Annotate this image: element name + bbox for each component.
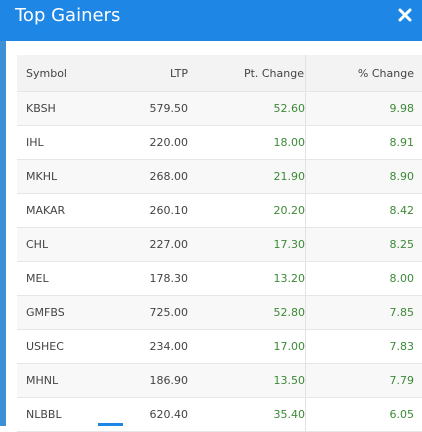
cell-pt-change: 13.50	[188, 364, 306, 398]
cell-pt-change: 35.40	[188, 398, 306, 432]
cell-pct-change: 7.79	[306, 364, 422, 398]
cell-symbol: MHNL	[17, 364, 115, 398]
cell-pt-change: 21.90	[188, 160, 306, 194]
column-header-pt-change[interactable]: Pt. Change	[188, 55, 306, 92]
table-row[interactable]: KBSH 579.50 52.60 9.98	[17, 92, 422, 126]
cell-symbol: KBSH	[17, 92, 115, 126]
cell-pct-change: 8.42	[306, 194, 422, 228]
modal-title: Top Gainers	[15, 6, 120, 26]
backdrop-edge	[0, 41, 6, 426]
cell-ltp: 178.30	[115, 262, 188, 296]
cell-symbol: CHL	[17, 228, 115, 262]
column-header-ltp[interactable]: LTP	[115, 55, 188, 92]
cell-pt-change: 20.20	[188, 194, 306, 228]
cell-pct-change: 8.91	[306, 126, 422, 160]
cell-pct-change: 7.83	[306, 330, 422, 364]
table-row[interactable]: MAKAR 260.10 20.20 8.42	[17, 194, 422, 228]
cell-ltp: 220.00	[115, 126, 188, 160]
cell-ltp: 725.00	[115, 296, 188, 330]
table-row[interactable]: GMFBS 725.00 52.80 7.85	[17, 296, 422, 330]
cell-symbol: MKHL	[17, 160, 115, 194]
cell-symbol: MAKAR	[17, 194, 115, 228]
cell-pct-change: 7.85	[306, 296, 422, 330]
cell-pct-change: 9.98	[306, 92, 422, 126]
column-header-pct-change[interactable]: % Change	[306, 55, 422, 92]
cell-pt-change: 17.00	[188, 330, 306, 364]
table-row[interactable]: MHNL 186.90 13.50 7.79	[17, 364, 422, 398]
cell-ltp: 620.40	[115, 398, 188, 432]
table-row[interactable]: CHL 227.00 17.30 8.25	[17, 228, 422, 262]
cell-pct-change: 8.90	[306, 160, 422, 194]
table-row[interactable]: IHL 220.00 18.00 8.91	[17, 126, 422, 160]
cell-ltp: 227.00	[115, 228, 188, 262]
cell-ltp: 579.50	[115, 92, 188, 126]
cell-pct-change: 6.05	[306, 398, 422, 432]
cell-pt-change: 52.80	[188, 296, 306, 330]
cell-symbol: IHL	[17, 126, 115, 160]
gainers-table: Symbol LTP Pt. Change % Change KBSH 579.…	[17, 55, 422, 432]
cell-symbol: NLBBL	[17, 398, 115, 432]
table-row[interactable]: MEL 178.30 13.20 8.00	[17, 262, 422, 296]
cell-symbol: MEL	[17, 262, 115, 296]
cell-pt-change: 52.60	[188, 92, 306, 126]
cell-pct-change: 8.00	[306, 262, 422, 296]
table-header-row: Symbol LTP Pt. Change % Change	[17, 55, 422, 92]
modal-header: Top Gainers	[0, 0, 422, 41]
table-row[interactable]: USHEC 234.00 17.00 7.83	[17, 330, 422, 364]
cell-symbol: GMFBS	[17, 296, 115, 330]
gainers-table-container: Symbol LTP Pt. Change % Change KBSH 579.…	[17, 55, 409, 432]
cell-pct-change: 8.25	[306, 228, 422, 262]
cell-ltp: 186.90	[115, 364, 188, 398]
table-row[interactable]: MKHL 268.00 21.90 8.90	[17, 160, 422, 194]
cell-pt-change: 18.00	[188, 126, 306, 160]
cell-ltp: 268.00	[115, 160, 188, 194]
cell-pt-change: 17.30	[188, 228, 306, 262]
cell-ltp: 260.10	[115, 194, 188, 228]
column-header-symbol[interactable]: Symbol	[17, 55, 115, 92]
table-row[interactable]: NLBBL 620.40 35.40 6.05	[17, 398, 422, 432]
cell-symbol: USHEC	[17, 330, 115, 364]
cell-pt-change: 13.20	[188, 262, 306, 296]
close-icon[interactable]	[398, 8, 412, 22]
cell-ltp: 234.00	[115, 330, 188, 364]
